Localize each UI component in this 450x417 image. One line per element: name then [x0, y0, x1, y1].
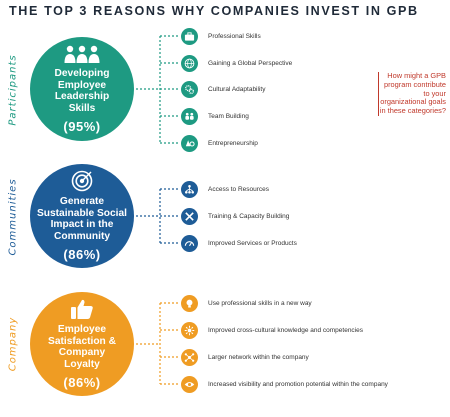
callout-question: How might a GPB program contribute to yo…	[378, 71, 450, 116]
globe-icon	[181, 55, 198, 72]
team-icon	[181, 108, 198, 125]
tools-icon	[181, 208, 198, 225]
circle-participants: Developing Employee Leadership Skills (9…	[30, 37, 134, 141]
cross-cultural-icon	[181, 322, 198, 339]
briefcase-icon	[181, 28, 198, 45]
list-item: Training & Capacity Building	[181, 208, 289, 225]
list-item: Team Building	[181, 108, 249, 125]
side-label-participants: Participants	[7, 54, 19, 126]
circle-company: Employee Satisfaction & Company Loyalty …	[30, 292, 134, 396]
list-item: Use professional skills in a new way	[181, 295, 312, 312]
list-item: Increased visibility and promotion poten…	[181, 376, 388, 393]
gears-icon	[181, 81, 198, 98]
list-item: Improved Services or Products	[181, 235, 297, 252]
percent-company: (86%)	[63, 375, 101, 390]
circle-title-company: Employee Satisfaction & Company Loyalty	[48, 324, 116, 370]
thumbs-up-icon	[71, 299, 93, 319]
gauge-icon	[181, 235, 198, 252]
list-item: Access to Resources	[181, 181, 269, 198]
percent-communities: (86%)	[63, 247, 101, 262]
idea-icon	[181, 135, 198, 152]
target-icon	[71, 170, 93, 192]
page-title: THE TOP 3 REASONS WHY COMPANIES INVEST I…	[9, 4, 419, 18]
list-item: Larger network within the company	[181, 349, 309, 366]
eye-icon	[181, 376, 198, 393]
network-icon	[181, 181, 198, 198]
side-label-company: Company	[7, 316, 19, 372]
list-item: Professional Skills	[181, 28, 261, 45]
list-item: Entrepreneurship	[181, 135, 258, 152]
circle-communities: Generate Sustainable Social Impact in th…	[30, 164, 134, 268]
side-label-communities: Communities	[7, 178, 19, 256]
percent-participants: (95%)	[63, 119, 101, 134]
list-item: Cultural Adaptability	[181, 81, 265, 98]
lightbulb-icon	[181, 295, 198, 312]
list-item: Improved cross-cultural knowledge and co…	[181, 322, 363, 339]
network-nodes-icon	[181, 349, 198, 366]
people-group-icon	[64, 45, 100, 63]
circle-title-communities: Generate Sustainable Social Impact in th…	[36, 196, 128, 242]
circle-title-participants: Developing Employee Leadership Skills	[54, 68, 110, 114]
list-item: Gaining a Global Perspective	[181, 55, 292, 72]
